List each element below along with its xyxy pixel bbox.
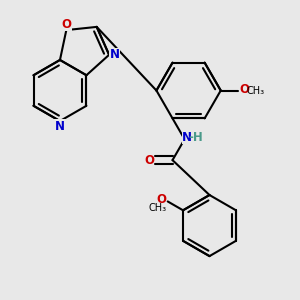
Text: N: N [182, 131, 192, 144]
Text: N: N [55, 120, 65, 133]
Text: O: O [61, 18, 71, 31]
Text: CH₃: CH₃ [246, 86, 264, 97]
Text: -H: -H [188, 131, 203, 144]
Text: O: O [144, 154, 154, 166]
Text: N: N [110, 48, 120, 61]
Text: O: O [156, 193, 167, 206]
Text: CH₃: CH₃ [148, 203, 166, 213]
Text: O: O [240, 83, 250, 96]
